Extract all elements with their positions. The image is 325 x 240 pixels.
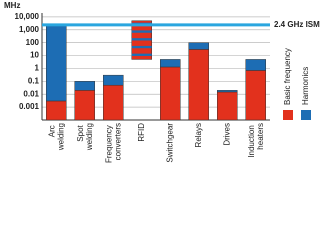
y-tick-label: 1,000 <box>19 25 40 34</box>
bar <box>188 49 209 121</box>
y-tick-label: 0.001 <box>19 102 40 111</box>
y-tick-label: 0.1 <box>28 76 40 85</box>
y-tick-label: 0.01 <box>23 89 39 98</box>
x-tick-label: RFID <box>137 123 146 142</box>
x-tick-label-line: Arc <box>47 123 56 137</box>
y-axis-label: MHz <box>4 1 20 10</box>
x-tick-label: Arc welding <box>47 123 65 151</box>
x-tick-label: Drives <box>222 123 231 146</box>
bar <box>245 59 266 71</box>
bar <box>245 70 266 121</box>
x-tick-label-line: RFID <box>137 123 146 142</box>
x-tick-label: Spot welding <box>76 123 94 151</box>
bar <box>217 90 238 93</box>
x-tick-label-line: welding <box>56 123 65 151</box>
bar <box>103 84 124 121</box>
x-tick-label: Frequency converters <box>104 123 122 163</box>
legend-swatch <box>301 110 311 120</box>
y-tick-label: 10,000 <box>15 12 40 21</box>
y-tick-label: 1 <box>35 64 40 73</box>
legend-label: Harmonics <box>301 67 310 105</box>
bar <box>160 59 181 68</box>
x-tick-label: Relays <box>194 123 203 147</box>
bar-stripe <box>131 45 152 49</box>
bar-stripe <box>131 53 152 56</box>
y-tick-label: 100 <box>26 38 40 47</box>
bar <box>74 90 95 121</box>
bar <box>46 100 67 121</box>
x-tick-label: Switchgear <box>165 123 174 163</box>
bar <box>46 25 67 102</box>
bar <box>217 91 238 121</box>
bar-stripe <box>131 30 152 33</box>
reference-label: 2.4 GHz ISM <box>274 20 320 29</box>
bar <box>74 81 95 91</box>
legend-swatch <box>283 110 293 120</box>
x-tick-label-line: Relays <box>194 123 203 147</box>
x-tick-label-line: Frequency <box>104 123 113 163</box>
x-tick-label-line: Switchgear <box>165 123 174 163</box>
y-tick-label: 10 <box>30 51 39 60</box>
bar <box>188 42 209 50</box>
legend-label: Basic frequency <box>283 48 292 105</box>
bar <box>103 74 124 86</box>
x-tick-label-line: converters <box>113 123 122 160</box>
x-tick-label: Induction heaters <box>247 123 265 158</box>
x-tick-label-line: Drives <box>222 123 231 146</box>
x-tick-label-line: Spot <box>76 123 85 142</box>
bar-stripe <box>131 38 152 41</box>
x-tick-label-line: welding <box>85 123 94 151</box>
chart: MHz 10,000 1,000 100 10 1 0.1 0.01 0.001 Arc wel… <box>4 1 320 163</box>
x-tick-label-line: heaters <box>256 123 265 150</box>
x-tick-label-line: Induction <box>247 123 256 158</box>
bar <box>160 66 181 121</box>
